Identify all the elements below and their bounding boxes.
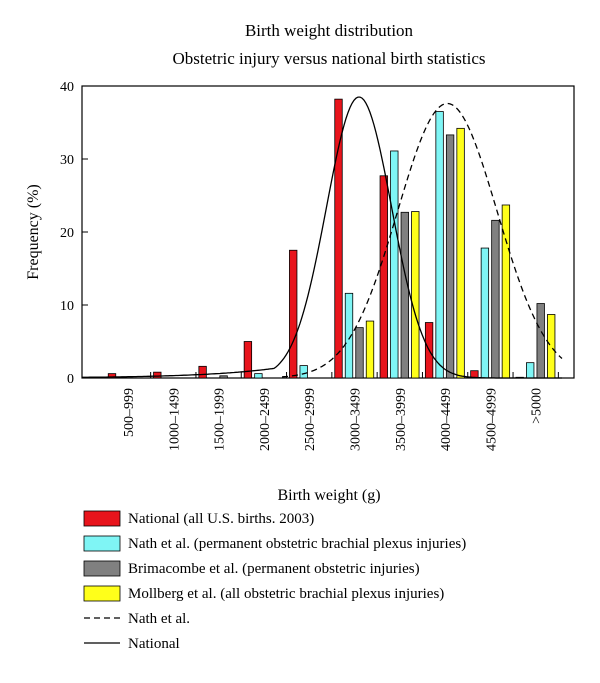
legend-label: National xyxy=(128,636,180,652)
curve-group xyxy=(82,96,563,379)
y-tick-label: 10 xyxy=(60,299,74,314)
x-tick-label: 3500–3999 xyxy=(394,388,409,451)
bar-national xyxy=(107,373,117,379)
bar-mollberg xyxy=(411,211,420,379)
legend-swatch xyxy=(83,510,121,527)
bar-brimacombe xyxy=(536,303,545,379)
bar-national xyxy=(198,365,207,379)
x-tick-label: 2000–2499 xyxy=(258,388,273,451)
bar-nath xyxy=(299,365,308,379)
bar-nath xyxy=(390,150,399,379)
legend-label: Nath et al. (permanent obstetric brachia… xyxy=(128,536,466,552)
bar-group xyxy=(107,98,556,379)
x-tick-label: 1500–1999 xyxy=(213,388,228,451)
legend-swatch xyxy=(83,535,121,552)
bar-nath xyxy=(480,247,490,379)
legend: National (all U.S. births. 2003) Nath et … xyxy=(83,510,466,652)
bar-mollberg xyxy=(547,314,556,379)
x-tick-label: 3000–3499 xyxy=(349,388,364,451)
bar-brimacombe xyxy=(491,219,500,379)
y-tick-label: 20 xyxy=(60,226,74,241)
bar-national xyxy=(379,175,388,379)
legend-label: Brimacombe et al. (permanent obstetric i… xyxy=(128,561,420,577)
x-tick-label: 2500–2999 xyxy=(303,388,318,451)
x-tick-label: 1000–1499 xyxy=(167,388,182,451)
x-tick-label: >5000 xyxy=(530,388,545,424)
x-tick-label: 4500–4999 xyxy=(484,388,499,451)
x-tick-label: 500–999 xyxy=(122,388,137,437)
legend-swatch xyxy=(83,585,121,602)
nath-curve xyxy=(281,102,563,378)
bar-brimacombe xyxy=(445,134,455,379)
national-curve xyxy=(82,96,562,379)
chart-subtitle: Obstetric injury versus national birth s… xyxy=(172,49,485,68)
legend-label: Nath et al. xyxy=(128,611,190,627)
y-tick-label: 0 xyxy=(67,372,74,387)
bar-national xyxy=(243,341,253,379)
x-tick-label: 4000–4499 xyxy=(439,388,454,451)
y-axis-label: Frequency (%) xyxy=(25,184,42,280)
bar-nath xyxy=(344,292,354,379)
chart-title: Birth weight distribution xyxy=(245,21,414,40)
bar-brimacombe xyxy=(355,327,364,379)
bar-national xyxy=(153,371,162,379)
plot-area-frame xyxy=(81,85,575,379)
bar-nath xyxy=(526,362,535,379)
bar-nath xyxy=(435,111,444,379)
legend-label: National (all U.S. births. 2003) xyxy=(128,511,314,527)
bar-national xyxy=(289,249,298,379)
bar-nath xyxy=(254,373,263,379)
legend-swatch xyxy=(83,560,121,577)
bar-mollberg xyxy=(365,320,375,379)
bar-brimacombe xyxy=(400,211,409,379)
bar-mollberg xyxy=(456,127,465,379)
bar-national xyxy=(334,98,343,379)
x-axis-label: Birth weight (g) xyxy=(277,487,380,504)
y-axis: 0 10 20 30 40 xyxy=(60,80,88,387)
x-axis: 500–999 1000–1499 1500–1999 2000–2499 2500–2… xyxy=(122,372,559,451)
y-tick-label: 40 xyxy=(60,80,74,95)
y-tick-label: 30 xyxy=(60,153,74,168)
bar-brimacombe xyxy=(219,375,228,379)
legend-label: Mollberg et al. (all obstetric brachial … xyxy=(128,586,444,602)
